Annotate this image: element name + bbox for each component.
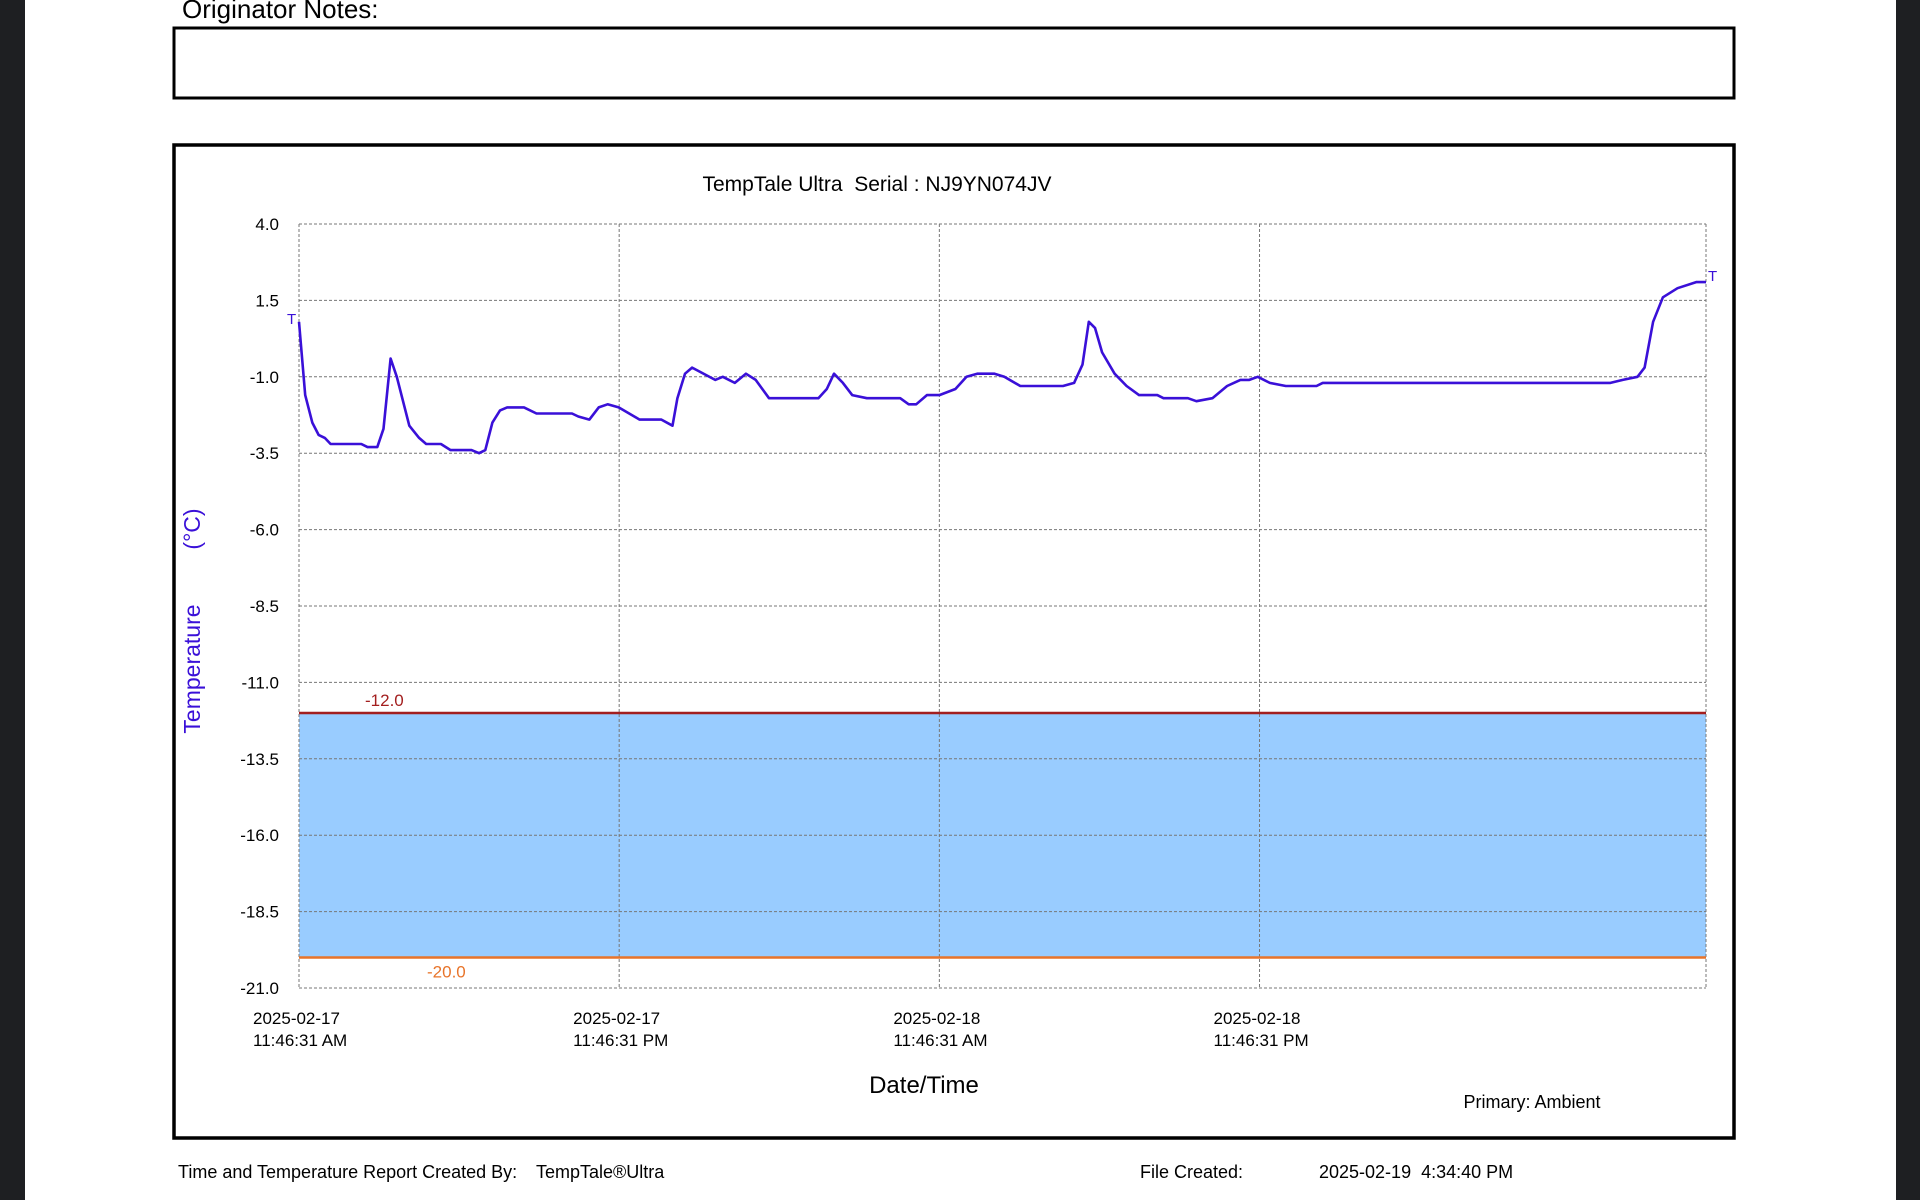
y-tick-label: -16.0 bbox=[240, 826, 279, 845]
x-axis-title: Date/Time bbox=[869, 1072, 979, 1099]
y-axis-title-group: Temperature (°C) bbox=[179, 508, 205, 733]
notes-box bbox=[172, 26, 1736, 100]
y-axis-unit: (°C) bbox=[179, 508, 205, 549]
threshold-label: -20.0 bbox=[427, 962, 466, 981]
plot: 4.0 1.5 -1.0 -3.5 -6.0 -8.5 -11.0 -13.5 -16.0 -18… bbox=[240, 215, 1717, 1050]
x-tick-label: 11:46:31 PM bbox=[573, 1031, 668, 1050]
y-tick-label: -6.0 bbox=[250, 521, 279, 540]
y-tick-label: -3.5 bbox=[250, 444, 279, 463]
y-tick-label: -11.0 bbox=[242, 673, 280, 692]
y-tick-label: 4.0 bbox=[255, 215, 279, 234]
x-tick-label: 11:46:31 AM bbox=[893, 1031, 987, 1050]
x-tick-label: 2025-02-18 bbox=[893, 1009, 980, 1028]
chart-title: TempTale Ultra Serial : NJ9YN074JV bbox=[703, 173, 1052, 196]
x-tick-label: 2025-02-17 bbox=[253, 1009, 340, 1028]
legend-entry: Primary: Ambient bbox=[1463, 1092, 1600, 1112]
right-border bbox=[1896, 0, 1920, 1200]
x-tick-label: 11:46:31 AM bbox=[253, 1031, 347, 1050]
footer-file-created-label: File Created: bbox=[1140, 1162, 1243, 1182]
threshold-label: -12.0 bbox=[365, 691, 404, 710]
footer-product: TempTale®Ultra bbox=[536, 1162, 665, 1182]
footer-file-created: 2025-02-19 4:34:40 PM bbox=[1319, 1162, 1513, 1182]
y-tick-label: -8.5 bbox=[250, 597, 279, 616]
x-tick-label: 2025-02-17 bbox=[573, 1009, 660, 1028]
start-marker: T bbox=[287, 311, 296, 328]
y-tick-label: 1.5 bbox=[255, 291, 279, 310]
x-tick-label: 11:46:31 PM bbox=[1214, 1031, 1309, 1050]
footer-created-by-label: Time and Temperature Report Created By: bbox=[178, 1162, 517, 1182]
y-tick-label: -1.0 bbox=[250, 368, 279, 387]
chart-frame bbox=[172, 143, 1736, 1140]
end-marker: T bbox=[1708, 268, 1717, 285]
x-tick-label: 2025-02-18 bbox=[1214, 1009, 1301, 1028]
left-border bbox=[0, 0, 25, 1200]
y-tick-label: -21.0 bbox=[240, 979, 279, 998]
y-tick-label: -13.5 bbox=[240, 750, 279, 769]
y-tick-label: -18.5 bbox=[240, 903, 279, 922]
notes-label: Originator Notes: bbox=[182, 0, 379, 24]
y-axis-title: Temperature bbox=[179, 604, 205, 733]
data-line bbox=[297, 280, 1706, 455]
